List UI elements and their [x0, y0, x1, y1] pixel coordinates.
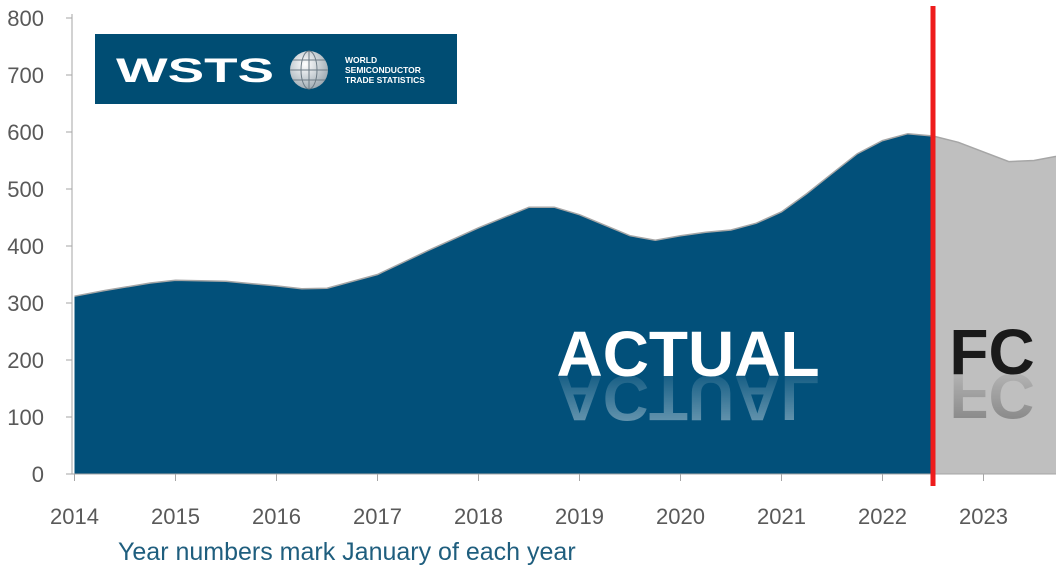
- globe-icon: [290, 50, 328, 90]
- x-tick-label: 2016: [252, 504, 301, 529]
- series-outline-actual: [74, 132, 934, 297]
- y-tick-label: 400: [7, 234, 44, 259]
- y-tick-label: 800: [7, 6, 44, 31]
- x-tick-label: 2018: [454, 504, 503, 529]
- logo-line-1: WORLD: [345, 55, 377, 65]
- y-tick-label: 300: [7, 291, 44, 316]
- y-tick-label: 600: [7, 120, 44, 145]
- logo-line-3: TRADE STATISTICS: [345, 75, 425, 85]
- y-tick-label: 100: [7, 405, 44, 430]
- x-tick-label: 2020: [656, 504, 705, 529]
- actual-label-reflection: ACTUAL: [556, 362, 819, 434]
- logo-line-2: SEMICONDUCTOR: [345, 65, 421, 75]
- y-tick-label: 700: [7, 63, 44, 88]
- axes: [71, 14, 1056, 475]
- plot-areas: [74, 132, 1056, 474]
- series-area-forecast: [933, 136, 1056, 474]
- wsts-logo: WSTS WORLD SEMICONDUCTOR TRADE STATISTIC…: [95, 34, 457, 104]
- x-tick-label: 2021: [757, 504, 806, 529]
- x-tick-label: 2017: [353, 504, 402, 529]
- x-axis-ticks: 2014 2015 2016 2017 2018 2019 2020 2021 2022 2023: [50, 474, 1008, 529]
- forecast-label-group: FC FC: [949, 316, 1034, 432]
- x-tick-label: 2019: [555, 504, 604, 529]
- actual-label: ACTUAL: [556, 318, 819, 390]
- y-tick-label: 200: [7, 348, 44, 373]
- x-tick-label: 2014: [50, 504, 99, 529]
- forecast-label-reflection: FC: [949, 360, 1034, 432]
- x-axis-note: Year numbers mark January of each year: [118, 538, 576, 566]
- x-tick-label: 2015: [151, 504, 200, 529]
- actual-label-group: ACTUAL ACTUAL: [556, 318, 819, 434]
- logo-wordmark: WSTS: [116, 52, 274, 90]
- y-tick-label: 0: [32, 462, 44, 487]
- series-outline-forecast: [932, 135, 1056, 163]
- x-tick-label: 2023: [959, 504, 1008, 529]
- forecast-label: FC: [949, 316, 1034, 388]
- y-tick-label: 500: [7, 177, 44, 202]
- x-tick-label: 2022: [858, 504, 907, 529]
- logo-background: [95, 34, 457, 104]
- series-area-actual: [74, 133, 933, 474]
- y-axis-ticks: 0 100 200 300 400 500 600 700 800: [7, 6, 72, 487]
